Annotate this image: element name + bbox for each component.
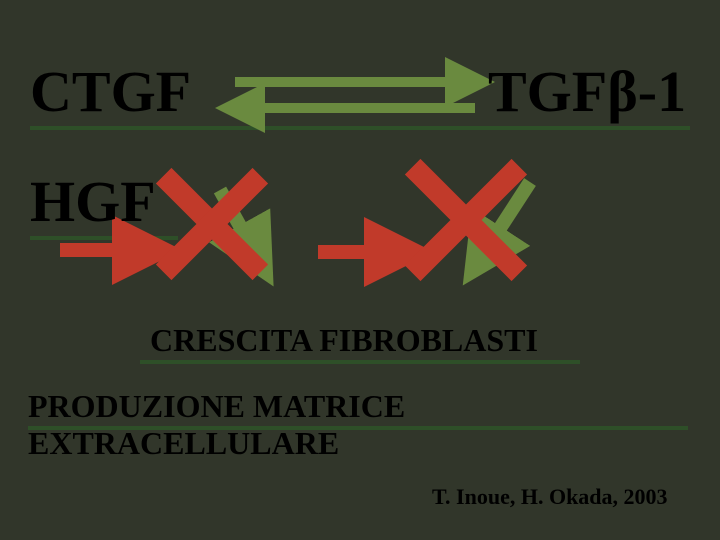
tgfb1-label: TGFβ-1 bbox=[488, 58, 686, 125]
ctgf-label: CTGF bbox=[30, 58, 191, 125]
produzione-label: PRODUZIONE MATRICE EXTRACELLULARE bbox=[28, 388, 720, 462]
underline-crescita bbox=[140, 360, 580, 364]
hgf-label: HGF bbox=[30, 168, 156, 235]
underline-hgf bbox=[30, 236, 178, 240]
crescita-label: CRESCITA FIBROBLASTI bbox=[150, 322, 538, 359]
underline-top bbox=[30, 126, 690, 130]
citation-label: T. Inoue, H. Okada, 2003 bbox=[432, 484, 668, 510]
